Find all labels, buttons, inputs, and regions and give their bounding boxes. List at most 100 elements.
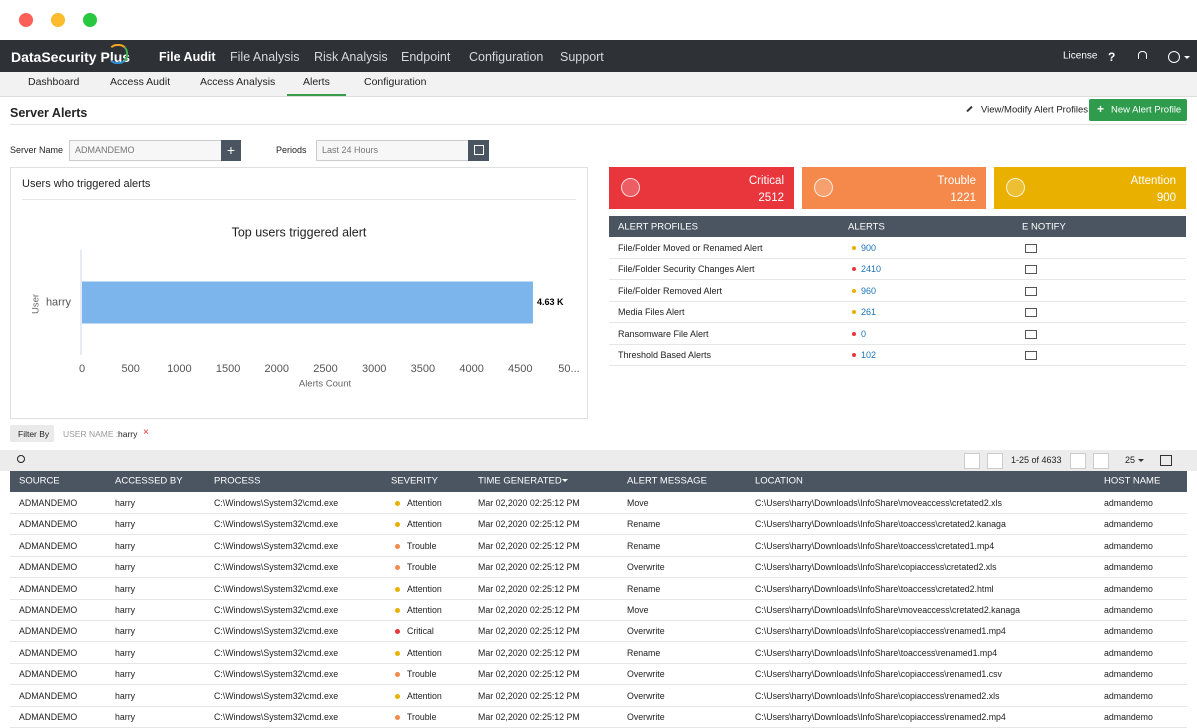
table-cell: C:\Windows\System32\cmd.exe (214, 498, 339, 508)
nav-tab[interactable]: File Analysis (230, 50, 300, 64)
logo: DataSecurity Plus (11, 49, 131, 65)
table-cell: C:\Windows\System32\cmd.exe (214, 583, 339, 594)
pager-button[interactable] (964, 453, 980, 469)
profile-name: File/Folder Removed Alert (618, 285, 723, 296)
profile-name: Media Files Alert (618, 307, 685, 318)
nav-tab[interactable]: Support (560, 50, 604, 64)
table-cell: admandemo (1104, 605, 1153, 615)
nav-tab[interactable]: File Audit (159, 50, 216, 64)
table-column[interactable]: SOURCE (19, 475, 60, 487)
row-border (10, 641, 1187, 643)
table-column[interactable]: LOCATION (755, 475, 803, 487)
severity-dot (852, 267, 856, 272)
add-button[interactable]: + (221, 140, 241, 161)
table-cell: ADMANDEMO (19, 647, 78, 658)
card-icon (814, 178, 833, 197)
new-alert-button[interactable]: + (1089, 99, 1187, 121)
profile-name: File/Folder Moved or Renamed Alert (618, 243, 763, 253)
profile-count[interactable]: 0 (861, 328, 867, 339)
table-cell: Critical (407, 626, 434, 637)
mail-icon[interactable] (1025, 351, 1037, 360)
table-cell: Overwrite (627, 669, 665, 680)
new-alert-label[interactable]: New Alert Profile (1111, 104, 1182, 116)
filter-remove[interactable]: × (143, 427, 149, 438)
profile-count[interactable]: 2410 (861, 264, 882, 275)
server-label: Server Name (10, 145, 64, 155)
pager-button[interactable] (1093, 453, 1109, 469)
pager-button[interactable] (1070, 453, 1086, 469)
table-cell: Mar 02,2020 02:25:12 PM (478, 540, 580, 551)
x-tick-label: 4000 (459, 363, 483, 375)
severity-dot (395, 543, 400, 549)
license-link[interactable]: License (1063, 50, 1098, 62)
table-cell: Trouble (407, 540, 437, 551)
nav-tab[interactable]: Risk Analysis (314, 50, 388, 64)
table-column[interactable]: ALERT MESSAGE (627, 475, 707, 487)
minimize-dot[interactable] (51, 13, 65, 27)
table-cell: Mar 02,2020 02:25:12 PM (478, 605, 580, 615)
nav-tab[interactable]: Endpoint (401, 50, 451, 64)
maximize-dot[interactable] (83, 13, 97, 27)
sub-nav-tab[interactable]: Access Analysis (200, 76, 276, 88)
profile-count[interactable]: 102 (861, 350, 877, 360)
profiles-column: ALERTS (848, 221, 885, 233)
profile-name: Ransomware File Alert (618, 328, 709, 339)
table-cell: Mar 02,2020 02:25:12 PM (478, 583, 580, 594)
search-icon[interactable] (17, 455, 25, 463)
row-border (609, 300, 1186, 302)
sub-nav (0, 72, 1197, 97)
sub-nav-tab[interactable]: Alerts (303, 76, 330, 88)
user-icon[interactable] (1168, 51, 1180, 63)
mail-icon[interactable] (1025, 308, 1037, 318)
nav-tab[interactable]: Configuration (469, 50, 544, 64)
severity-card[interactable] (994, 167, 1186, 209)
table-cell: ADMANDEMO (19, 712, 78, 722)
table-cell: Attention (407, 605, 442, 615)
table-cell: C:\Windows\System32\cmd.exe (214, 669, 339, 680)
sub-nav-tab[interactable]: Access Audit (110, 76, 171, 88)
close-dot[interactable] (19, 13, 33, 27)
bell-icon[interactable] (1138, 51, 1147, 59)
table-cell: C:\Users\harry\Downloads\InfoShare\toacc… (755, 519, 1006, 530)
table-cell: Move (627, 605, 649, 615)
modify-link[interactable]: View/Modify Alert Profiles (981, 104, 1089, 116)
mail-icon[interactable] (1025, 244, 1037, 253)
help-link[interactable]: ? (1108, 50, 1116, 64)
table-column[interactable]: ACCESSED BY (115, 475, 183, 487)
sub-nav-tab[interactable]: Dashboard (28, 76, 80, 88)
bar (82, 281, 533, 324)
page-size[interactable]: 25 (1125, 455, 1136, 465)
severity-dot (852, 331, 856, 336)
columns-icon[interactable] (1160, 455, 1172, 466)
table-cell: harry (115, 562, 136, 573)
mail-icon[interactable] (1025, 286, 1037, 296)
profile-count[interactable]: 960 (861, 285, 877, 296)
severity-dot (395, 586, 400, 592)
table-cell: Mar 02,2020 02:25:12 PM (478, 647, 580, 658)
table-column[interactable]: TIME GENERATED (478, 475, 562, 487)
x-tick-label: 2500 (313, 363, 337, 375)
table-cell: Mar 02,2020 02:25:12 PM (478, 669, 580, 680)
plus-icon: + (1097, 102, 1105, 116)
mail-icon[interactable] (1025, 329, 1037, 339)
table-column[interactable]: HOST NAME (1104, 475, 1161, 487)
x-tick-label: 3500 (411, 363, 435, 375)
table-cell: Mar 02,2020 02:25:12 PM (478, 690, 580, 701)
sub-nav-tab[interactable]: Configuration (364, 76, 427, 88)
table-column[interactable]: SEVERITY (391, 475, 438, 487)
row-border (10, 555, 1187, 557)
table-cell: harry (115, 498, 136, 508)
table-cell: Trouble (407, 712, 437, 722)
table-cell: C:\Windows\System32\cmd.exe (214, 690, 339, 701)
profile-count[interactable]: 261 (861, 307, 877, 318)
row-border (10, 577, 1187, 579)
table-cell: C:\Users\harry\Downloads\InfoShare\copia… (755, 669, 1002, 680)
profile-count[interactable]: 900 (861, 243, 877, 253)
table-column[interactable]: PROCESS (214, 475, 261, 487)
pager-button[interactable] (987, 453, 1003, 469)
mail-icon[interactable] (1025, 265, 1037, 275)
profiles-column: E NOTIFY (1022, 221, 1066, 233)
row-border (609, 322, 1186, 324)
table-cell: C:\Windows\System32\cmd.exe (214, 519, 339, 530)
